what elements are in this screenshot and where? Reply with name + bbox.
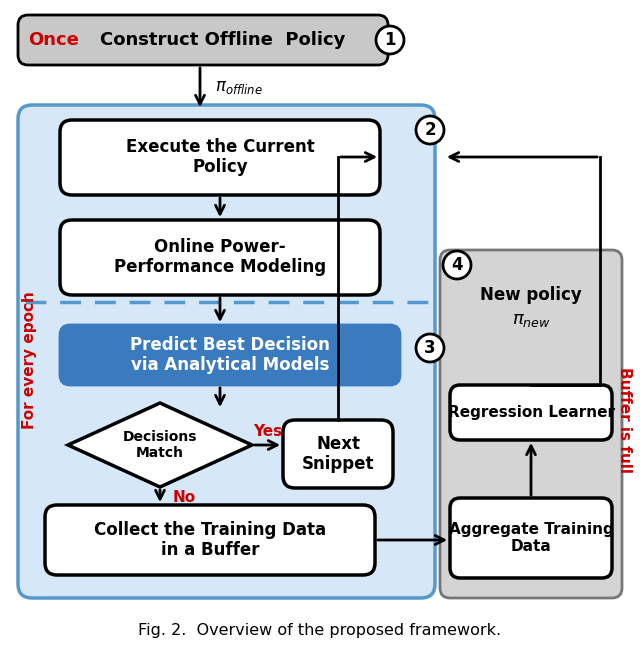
Text: 2: 2 [424, 121, 436, 139]
Text: 1: 1 [384, 31, 396, 49]
FancyBboxPatch shape [60, 120, 380, 195]
Text: New policy: New policy [480, 286, 582, 304]
Text: Once: Once [28, 31, 79, 49]
FancyBboxPatch shape [18, 105, 435, 598]
Text: 3: 3 [424, 339, 436, 357]
FancyBboxPatch shape [60, 325, 400, 385]
Circle shape [443, 251, 471, 279]
Text: Decisions
Match: Decisions Match [123, 430, 197, 460]
Circle shape [416, 116, 444, 144]
Text: Regression Learner: Regression Learner [447, 404, 614, 419]
FancyBboxPatch shape [450, 498, 612, 578]
Text: Fig. 2.  Overview of the proposed framework.: Fig. 2. Overview of the proposed framewo… [138, 623, 502, 638]
Text: Next
Snippet: Next Snippet [301, 435, 374, 473]
Text: No: No [173, 489, 196, 504]
Text: $\pi_{new}$: $\pi_{new}$ [511, 311, 550, 329]
Text: Yes: Yes [253, 424, 283, 439]
Text: Buffer is full: Buffer is full [618, 367, 632, 473]
FancyBboxPatch shape [60, 220, 380, 295]
FancyBboxPatch shape [45, 505, 375, 575]
FancyBboxPatch shape [440, 250, 622, 598]
Circle shape [376, 26, 404, 54]
FancyBboxPatch shape [450, 385, 612, 440]
Circle shape [416, 334, 444, 362]
Text: Predict Best Decision
via Analytical Models: Predict Best Decision via Analytical Mod… [130, 335, 330, 374]
FancyBboxPatch shape [18, 15, 388, 65]
Text: Online Power-
Performance Modeling: Online Power- Performance Modeling [114, 238, 326, 276]
Polygon shape [68, 403, 252, 487]
FancyBboxPatch shape [283, 420, 393, 488]
Text: Execute the Current
Policy: Execute the Current Policy [125, 138, 314, 176]
Text: Construct Offline  Policy: Construct Offline Policy [100, 31, 346, 49]
Text: 4: 4 [451, 256, 463, 274]
Text: For every epoch: For every epoch [22, 291, 38, 429]
Text: Collect the Training Data
in a Buffer: Collect the Training Data in a Buffer [94, 521, 326, 560]
Text: Aggregate Training
Data: Aggregate Training Data [449, 522, 613, 554]
Text: $\pi_{offline}$: $\pi_{offline}$ [215, 78, 263, 96]
